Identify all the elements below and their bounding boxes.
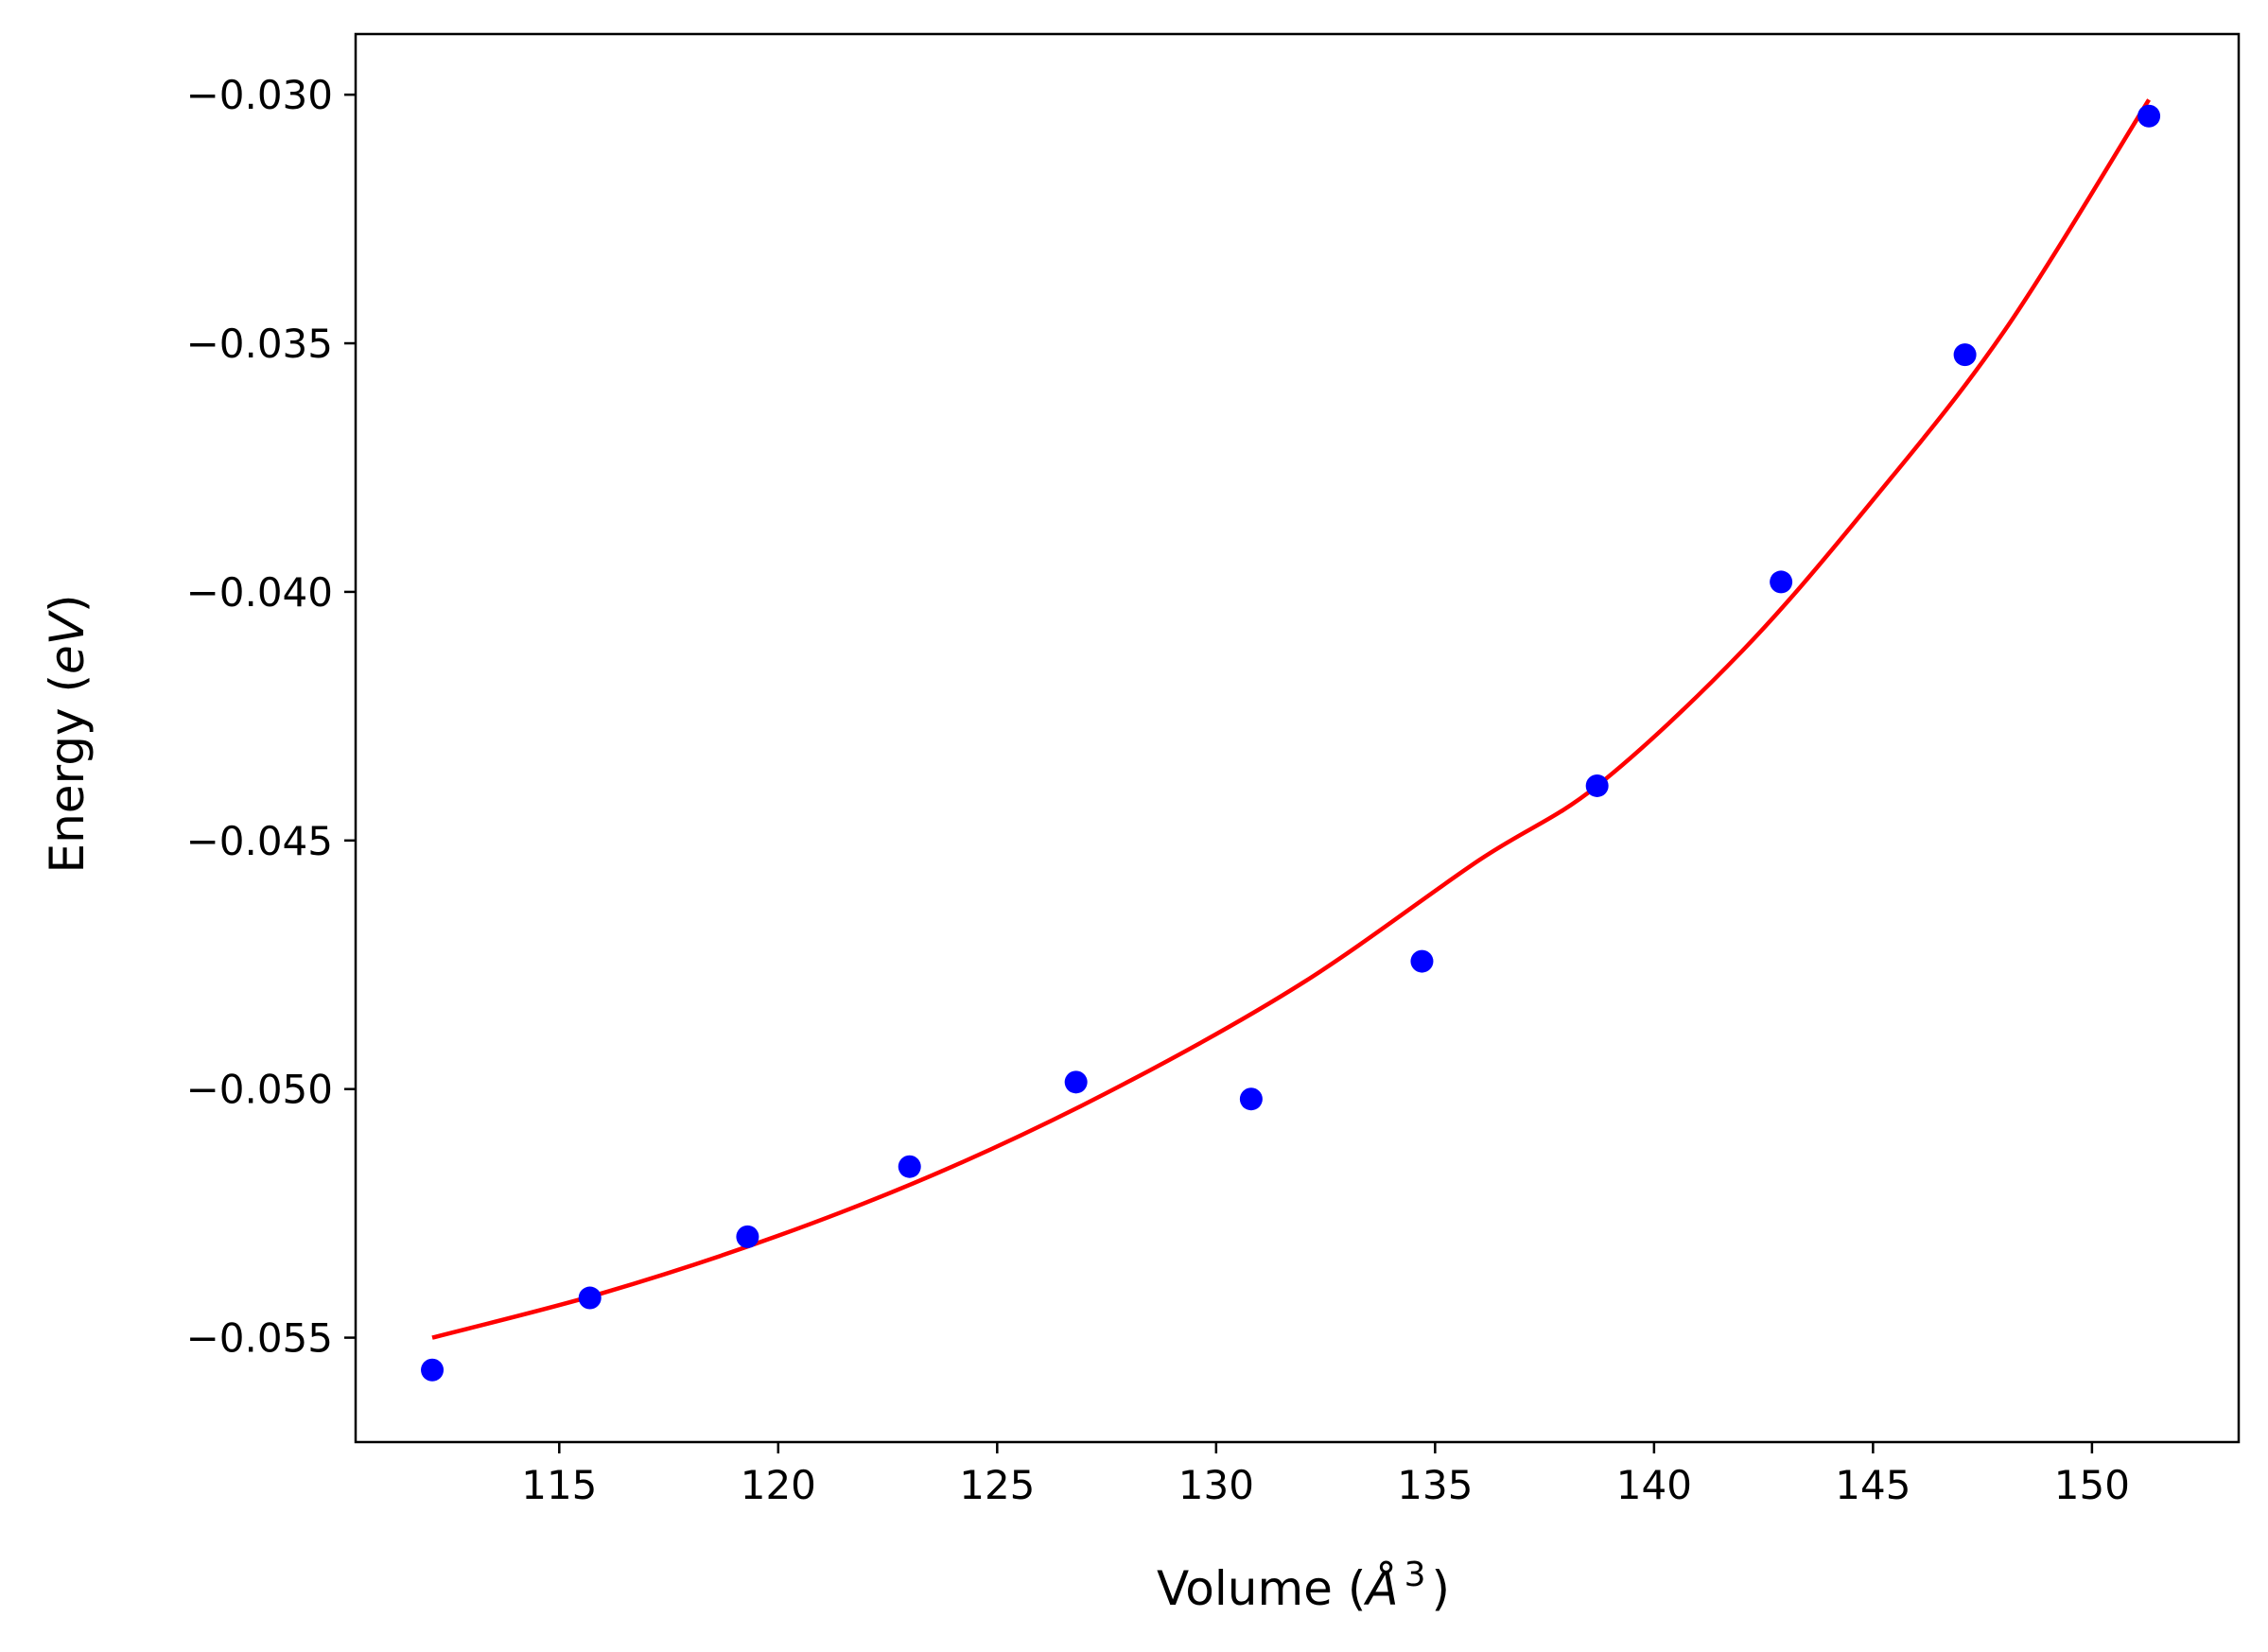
x-tick-label: 120: [741, 1462, 816, 1508]
x-tick-label: 125: [959, 1462, 1035, 1508]
x-tick-label: 130: [1178, 1462, 1254, 1508]
data-point: [1770, 570, 1793, 594]
x-tick-label: 150: [2054, 1462, 2130, 1508]
data-point: [2137, 104, 2161, 128]
data-point: [736, 1225, 759, 1248]
x-tick-label: 145: [1835, 1462, 1910, 1508]
y-tick-label: −0.045: [186, 818, 333, 864]
x-axis-title-superscript: 3: [1404, 1556, 1426, 1594]
y-axis-title-close: ): [40, 595, 95, 614]
x-tick-label: 140: [1616, 1462, 1692, 1508]
y-axis-title-text: Energy (: [40, 674, 95, 873]
data-point: [1064, 1070, 1088, 1094]
y-tick-label: −0.055: [186, 1315, 333, 1362]
data-point: [1585, 774, 1609, 797]
data-point: [1953, 343, 1977, 367]
fit-line: [431, 98, 2152, 1340]
y-tick-label: −0.030: [186, 72, 333, 118]
x-axis-title: Volume (Å 3): [1157, 1556, 1450, 1616]
x-tick-label: 135: [1397, 1462, 1473, 1508]
y-axis-title-unit: eV: [40, 609, 95, 674]
plot-area: [421, 98, 2161, 1382]
y-axis-title: Energy (eV): [40, 595, 95, 874]
data-point: [1410, 949, 1434, 973]
x-axis-title-close: ): [1431, 1561, 1450, 1616]
y-tick-label: −0.035: [186, 321, 333, 367]
data-point: [578, 1286, 602, 1310]
x-axis: 115 120 125 130 135 140 145 150: [521, 1442, 2130, 1508]
x-axis-title-text: Volume (: [1157, 1561, 1366, 1616]
y-tick-label: −0.050: [186, 1067, 333, 1113]
data-point: [421, 1358, 445, 1382]
data-point: [898, 1155, 921, 1178]
x-axis-title-unit: Å: [1363, 1561, 1398, 1616]
y-tick-label: −0.040: [186, 569, 333, 616]
x-tick-label: 115: [521, 1462, 597, 1508]
plot-frame: [354, 32, 2241, 1444]
y-axis: −0.030 −0.035 −0.040 −0.045 −0.050 −0.055: [186, 72, 356, 1362]
data-point: [1239, 1087, 1263, 1111]
